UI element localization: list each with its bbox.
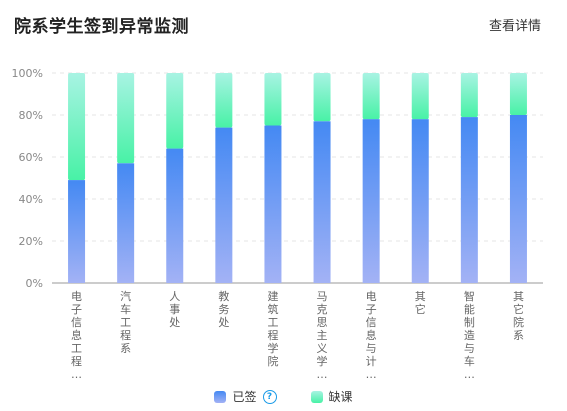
legend-item-signed[interactable]: 已签 ? <box>214 388 277 405</box>
bar-absent[interactable] <box>362 73 380 120</box>
y-tick-label: 60% <box>19 151 43 164</box>
x-tick-label: 电子信息工程… <box>71 290 82 381</box>
bar-signed[interactable] <box>362 119 380 283</box>
x-tick-label: 人事处 <box>169 290 180 329</box>
y-tick-label: 0% <box>26 277 43 290</box>
bar-absent[interactable] <box>460 73 478 118</box>
x-tick-label: 电子信息与计… <box>366 290 377 381</box>
y-tick-label: 20% <box>19 235 43 248</box>
bar-signed[interactable] <box>215 127 233 283</box>
legend-label-absent: 缺课 <box>328 390 353 404</box>
x-tick-label: 马克思主义学… <box>317 290 328 381</box>
x-tick-label: 智能制造与车… <box>464 289 475 381</box>
legend-label-signed: 已签 <box>232 390 257 404</box>
bar-signed[interactable] <box>68 180 86 283</box>
view-details-link[interactable]: 查看详情 <box>488 19 541 34</box>
bar-signed[interactable] <box>460 117 478 283</box>
x-tick-label: 教务处 <box>218 290 229 329</box>
bar-absent[interactable] <box>509 73 527 115</box>
x-tick-label: 汽车工程系 <box>120 289 131 355</box>
bar-signed[interactable] <box>411 119 429 283</box>
legend-swatch-absent <box>310 390 323 403</box>
legend-swatch-signed <box>214 390 227 403</box>
y-tick-label: 80% <box>19 109 43 122</box>
y-tick-label: 100% <box>12 67 43 80</box>
help-icon[interactable]: ? <box>262 389 277 404</box>
bar-absent[interactable] <box>166 73 184 149</box>
legend-item-absent[interactable]: 缺课 <box>310 388 353 405</box>
bar-signed[interactable] <box>509 115 527 283</box>
x-tick-label: 其它 <box>415 290 426 316</box>
bar-absent[interactable] <box>117 73 135 164</box>
bar-signed[interactable] <box>313 121 331 283</box>
y-tick-label: 40% <box>19 193 43 206</box>
bar-absent[interactable] <box>411 73 429 120</box>
bar-signed[interactable] <box>166 148 184 283</box>
bar-signed[interactable] <box>117 163 135 283</box>
x-tick-label: 建筑工程学院 <box>267 289 278 368</box>
chart-title: 院系学生签到异常监测 <box>14 17 189 37</box>
bar-absent[interactable] <box>215 73 233 128</box>
x-tick-label: 其它院系 <box>513 290 524 342</box>
chart-legend: 已签 ? 缺课 <box>0 388 567 405</box>
bar-signed[interactable] <box>264 125 282 284</box>
bar-absent[interactable] <box>68 73 86 181</box>
bar-absent[interactable] <box>264 73 282 126</box>
bar-absent[interactable] <box>313 73 331 122</box>
